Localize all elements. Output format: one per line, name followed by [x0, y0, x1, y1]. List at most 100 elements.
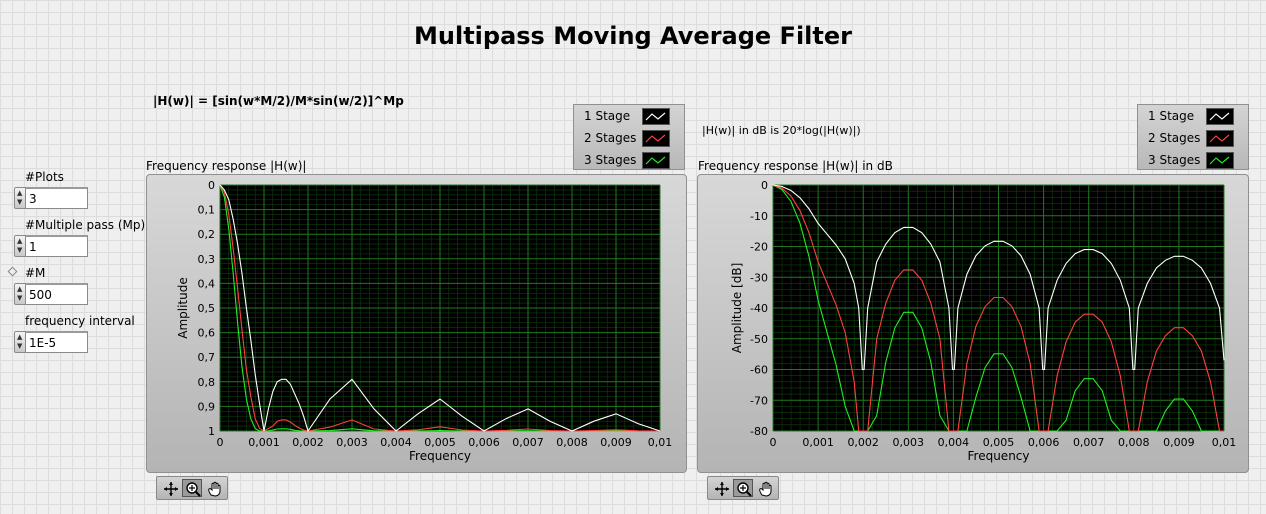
page-title: Multipass Moving Average Filter	[414, 22, 852, 50]
chart-left-x-tick-label: 0,009	[600, 436, 632, 449]
wire-terminal-icon	[7, 266, 18, 277]
chart-left-x-tick-label: 0,001	[248, 436, 280, 449]
graph-right-frame: 0 0,001 0,002 0,003 0,004 0,005 0,006 0,007 0,00…	[697, 174, 1249, 473]
legend-right-swatch-2[interactable]	[1206, 130, 1234, 147]
chart-left-x-tick-label: 0	[217, 436, 224, 449]
chart-left-y-tick-label: 0,9	[198, 400, 216, 413]
plots-input[interactable]: 3	[26, 187, 88, 209]
chart-right-x-tick-label: 0,009	[1163, 436, 1195, 449]
legend-left-item-3: 3 Stages	[584, 153, 637, 167]
legend-left-swatch-3[interactable]	[642, 152, 670, 169]
graph-palette-right	[707, 476, 779, 500]
pan-hand-icon	[759, 481, 772, 497]
zoom-tool[interactable]	[182, 479, 202, 497]
chart-left-series-3-line	[219, 184, 660, 432]
chart-right-y-axis-label: Amplitude [dB]	[730, 263, 744, 354]
legend-right-item-1: 1 Stage	[1148, 109, 1195, 123]
chart-right-y-tick-label: -50	[750, 333, 768, 346]
pan-hand-icon	[208, 481, 221, 497]
multiple-pass-spinner[interactable]: ▲ ▼	[14, 235, 26, 257]
chart-right-x-tick-label: 0,005	[983, 436, 1015, 449]
chart-left-x-tick-label: 0,007	[512, 436, 544, 449]
chart-left-y-tick-label: 0,1	[198, 204, 216, 217]
legend-left-swatch-1[interactable]	[642, 108, 670, 125]
chart-left-x-tick-label: 0,008	[556, 436, 588, 449]
multiple-pass-input[interactable]: 1	[26, 235, 88, 257]
legend-right-item-3: 3 Stages	[1148, 153, 1201, 167]
chart-left-series-1-line	[219, 184, 661, 433]
chart-right-y-tick-label: -80	[750, 425, 768, 438]
chart-right-y-tick-label: -10	[750, 210, 768, 223]
chart-left-x-tick-label: 0,003	[336, 436, 368, 449]
chart-left-x-axis-label: Frequency	[409, 449, 471, 463]
frequency-interval-numeric-control[interactable]: ▲ ▼ 1E-5	[14, 331, 88, 353]
chart-right-y-tick-label: -60	[750, 364, 768, 377]
chart-left-y-tick-label: 0,8	[198, 376, 216, 389]
frequency-interval-spinner[interactable]: ▲ ▼	[14, 331, 26, 353]
graph-left-frame: 0 0,001 0,002 0,003 0,004 0,005 0,006 0,007 0,00…	[146, 174, 687, 473]
legend-left-item-2: 2 Stages	[584, 131, 637, 145]
chart-right-series-3-line	[772, 184, 1224, 432]
chart-left-y-tick-label: 0,5	[198, 302, 216, 315]
multiple-pass-label: #Multiple pass (Mp)	[25, 218, 146, 232]
legend-left[interactable]: 1 Stage 2 Stages 3 Stages	[573, 104, 685, 170]
chart-left-y-tick-label: 0	[208, 179, 215, 192]
chart-right-title: Frequency response |H(w)| in dB	[698, 159, 893, 173]
pan-tool[interactable]	[204, 479, 224, 497]
graph-palette-left	[156, 476, 228, 500]
frequency-response-chart[interactable]: 0 0,001 0,002 0,003 0,004 0,005 0,006 0,007 0,00…	[147, 175, 688, 474]
legend-right-swatch-3[interactable]	[1206, 152, 1234, 169]
cursor-move-icon	[164, 482, 178, 496]
chart-right-y-tick-label: -20	[750, 241, 768, 254]
m-spinner[interactable]: ▲ ▼	[14, 283, 26, 305]
m-label: #M	[25, 266, 46, 280]
chart-right-x-tick-label: 0,004	[938, 436, 970, 449]
chart-left-x-tick-label: 0,01	[648, 436, 673, 449]
m-input[interactable]: 500	[26, 283, 88, 305]
chart-left-x-tick-label: 0,002	[292, 436, 324, 449]
frequency-interval-input[interactable]: 1E-5	[26, 331, 88, 353]
frequency-response-db-chart[interactable]: 0 0,001 0,002 0,003 0,004 0,005 0,006 0,007 0,00…	[698, 175, 1250, 474]
legend-right-swatch-1[interactable]	[1206, 108, 1234, 125]
chart-left-y-tick-label: 0,2	[198, 228, 216, 241]
multiple-pass-numeric-control[interactable]: ▲ ▼ 1	[14, 235, 88, 257]
chart-right-x-tick-label: 0,006	[1028, 436, 1060, 449]
db-formula-note: |H(w)| in dB is 20*log(|H(w)|)	[702, 124, 861, 137]
chart-left-y-tick-label: 0,7	[198, 351, 216, 364]
formula-label: |H(w)| = [sin(w*M/2)/M*sin(w/2)]^Mp	[153, 94, 404, 108]
chart-left-x-tick-label: 0,005	[424, 436, 456, 449]
plots-label: #Plots	[25, 170, 64, 184]
frequency-interval-label: frequency interval	[25, 314, 135, 328]
chart-right-y-tick-label: 0	[761, 179, 768, 192]
legend-right-swatch-3-line	[1209, 156, 1230, 165]
chart-right-x-tick-label: 0,002	[847, 436, 879, 449]
chart-left-y-tick-label: 1	[208, 425, 215, 438]
m-numeric-control[interactable]: ▲ ▼ 500	[14, 283, 88, 305]
legend-left-swatch-2-line	[645, 134, 666, 143]
legend-right-swatch-2-line	[1209, 134, 1230, 143]
cursor-move-tool-right[interactable]	[711, 479, 731, 497]
zoom-icon	[186, 482, 201, 497]
chart-left-x-tick-label: 0,006	[468, 436, 500, 449]
cursor-move-tool[interactable]	[160, 479, 180, 497]
zoom-tool-right[interactable]	[733, 479, 753, 497]
plots-numeric-control[interactable]: ▲ ▼ 3	[14, 187, 88, 209]
legend-right-item-2: 2 Stages	[1148, 131, 1201, 145]
chart-right-x-tick-label: 0,008	[1118, 436, 1150, 449]
legend-left-swatch-2[interactable]	[642, 130, 670, 147]
plots-spinner[interactable]: ▲ ▼	[14, 187, 26, 209]
legend-right[interactable]: 1 Stage 2 Stages 3 Stages	[1137, 104, 1249, 170]
pan-tool-right[interactable]	[755, 479, 775, 497]
chart-right-x-tick-label: 0,003	[893, 436, 925, 449]
legend-left-item-1: 1 Stage	[584, 109, 631, 123]
chart-right-x-tick-label: 0	[770, 436, 777, 449]
chart-right-x-tick-label: 0,007	[1073, 436, 1105, 449]
chart-right-x-tick-label: 0,001	[802, 436, 834, 449]
chart-right-y-tick-label: -30	[750, 271, 768, 284]
legend-left-swatch-3-line	[645, 156, 666, 165]
chart-left-y-tick-label: 0,3	[198, 253, 216, 266]
legend-right-swatch-1-line	[1209, 112, 1230, 121]
chart-left-y-tick-label: 0,6	[198, 327, 216, 340]
zoom-icon	[737, 482, 752, 497]
chart-left-title: Frequency response |H(w)|	[146, 159, 307, 173]
